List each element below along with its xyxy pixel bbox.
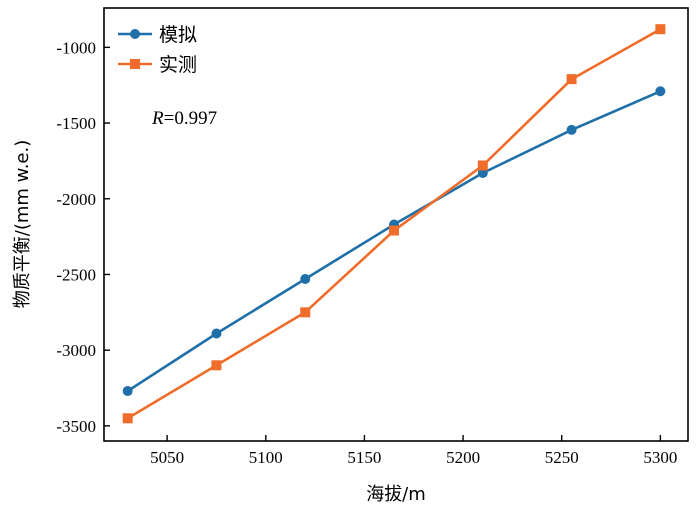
y-tick-label: -2000 (56, 190, 96, 209)
data-point (122, 386, 133, 397)
legend-item-sim: 模拟 (118, 24, 197, 46)
legend: 模拟 实测 (118, 24, 197, 76)
data-point (566, 74, 577, 85)
correlation-annotation: R=0.997 (151, 108, 217, 129)
axis-ticks: 5050 5100 5150 5200 5250 5300 -3500 -3000 -2500 -… (56, 38, 677, 467)
x-tick-label: 5200 (446, 448, 480, 467)
x-tick-label: 5100 (249, 448, 283, 467)
data-point (300, 307, 311, 318)
data-point (211, 328, 222, 339)
y-tick-label: -1000 (56, 38, 96, 57)
y-tick-label: -1500 (56, 114, 96, 133)
legend-marker-obs (130, 59, 140, 69)
data-point (122, 413, 133, 424)
legend-label-sim: 模拟 (159, 24, 197, 46)
legend-item-obs: 实测 (118, 54, 197, 76)
legend-marker-sim (130, 29, 140, 39)
legend-label-obs: 实测 (159, 54, 197, 76)
y-tick-label: -3000 (56, 341, 96, 360)
data-point (211, 360, 222, 371)
y-tick-label: -2500 (56, 265, 96, 284)
data-point (566, 124, 577, 135)
data-point (389, 225, 400, 236)
x-tick-label: 5050 (150, 448, 184, 467)
x-tick-label: 5300 (643, 448, 677, 467)
series-group (122, 24, 666, 424)
annotation-symbol: R (151, 108, 164, 129)
annotation-value: =0.997 (164, 108, 217, 129)
y-axis-title: 物质平衡/(mm w.e.) (12, 140, 33, 309)
data-point (477, 168, 488, 179)
data-point (655, 86, 666, 97)
x-tick-label: 5150 (347, 448, 381, 467)
data-point (477, 160, 488, 171)
y-tick-label: -3500 (56, 417, 96, 436)
data-point (655, 24, 666, 35)
x-axis-title: 海拔/m (366, 484, 426, 505)
x-tick-label: 5250 (545, 448, 579, 467)
data-point (300, 274, 311, 285)
